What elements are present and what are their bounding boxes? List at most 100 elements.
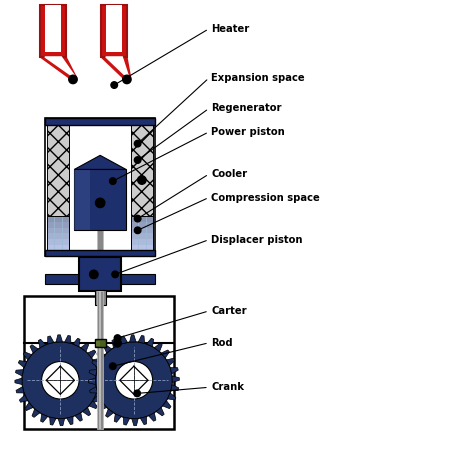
Polygon shape (123, 417, 129, 425)
Text: Displacer piston: Displacer piston (211, 235, 303, 245)
Bar (47, 233, 69, 239)
Bar (47, 222, 69, 227)
Bar (97, 230, 103, 260)
Polygon shape (149, 413, 156, 421)
Bar (131, 216, 153, 222)
Polygon shape (64, 336, 71, 344)
Circle shape (112, 271, 118, 278)
Bar (74, 169, 90, 230)
Text: Power piston: Power piston (211, 127, 285, 137)
Bar (47, 251, 69, 256)
Polygon shape (97, 352, 105, 360)
Polygon shape (19, 395, 28, 402)
Text: Carter: Carter (211, 306, 247, 316)
Polygon shape (16, 369, 23, 376)
Bar (94, 290, 106, 306)
Polygon shape (23, 352, 32, 360)
Bar (121, 274, 155, 284)
Bar (24, 296, 174, 430)
Polygon shape (138, 336, 145, 344)
Polygon shape (81, 343, 89, 352)
Circle shape (115, 361, 153, 399)
Bar (131, 251, 153, 256)
Polygon shape (90, 387, 98, 393)
Polygon shape (89, 369, 97, 376)
Circle shape (134, 141, 141, 147)
Bar (45, 274, 79, 284)
Bar (101, 5, 127, 57)
Bar (131, 227, 153, 233)
Polygon shape (172, 376, 179, 383)
Bar (97, 291, 103, 430)
Polygon shape (99, 402, 107, 411)
Polygon shape (112, 339, 119, 348)
Polygon shape (155, 343, 162, 352)
Bar (131, 245, 153, 251)
Polygon shape (97, 368, 105, 374)
Polygon shape (163, 401, 171, 408)
Bar (131, 239, 153, 245)
Bar (131, 222, 153, 227)
Polygon shape (50, 417, 56, 425)
Polygon shape (25, 402, 33, 411)
Polygon shape (146, 338, 154, 347)
Polygon shape (30, 345, 38, 353)
Bar (131, 125, 153, 216)
Text: Cooler: Cooler (211, 169, 247, 179)
Bar (47, 245, 69, 251)
Bar (99, 291, 101, 430)
Circle shape (69, 75, 77, 84)
Polygon shape (45, 57, 74, 76)
Circle shape (134, 227, 141, 234)
Bar (47, 239, 69, 245)
Polygon shape (56, 335, 63, 342)
Polygon shape (16, 387, 24, 393)
Polygon shape (89, 401, 97, 408)
Circle shape (114, 335, 121, 341)
Bar (47, 227, 69, 233)
Polygon shape (89, 378, 96, 384)
Polygon shape (104, 345, 112, 353)
Circle shape (134, 157, 141, 163)
Circle shape (114, 339, 121, 347)
Polygon shape (73, 338, 80, 347)
Bar (40, 5, 66, 57)
Bar (45, 5, 61, 52)
Text: Heater: Heater (211, 24, 249, 34)
Circle shape (123, 75, 131, 84)
Bar (94, 339, 106, 347)
Bar (47, 216, 69, 222)
Circle shape (22, 342, 99, 419)
Polygon shape (99, 376, 106, 383)
Polygon shape (93, 395, 101, 402)
Polygon shape (32, 409, 40, 417)
Circle shape (137, 176, 146, 184)
Polygon shape (41, 414, 48, 422)
Polygon shape (106, 409, 113, 417)
Bar (45, 118, 155, 256)
Circle shape (111, 82, 118, 88)
Polygon shape (40, 57, 77, 78)
Polygon shape (114, 414, 121, 422)
Polygon shape (101, 57, 131, 78)
Polygon shape (156, 407, 164, 416)
Bar (131, 233, 153, 239)
Bar (47, 125, 69, 216)
Text: Regenerator: Regenerator (211, 103, 282, 113)
Polygon shape (38, 339, 46, 348)
Bar (131, 216, 153, 256)
Circle shape (42, 361, 79, 399)
Polygon shape (74, 156, 126, 169)
Polygon shape (97, 384, 105, 391)
Circle shape (109, 363, 116, 369)
Text: Rod: Rod (211, 338, 233, 348)
Polygon shape (92, 360, 100, 368)
Polygon shape (18, 360, 27, 368)
Polygon shape (106, 57, 128, 76)
Circle shape (134, 390, 140, 397)
Circle shape (109, 178, 116, 184)
Bar (47, 216, 69, 256)
Polygon shape (75, 413, 82, 421)
Bar (45, 118, 155, 125)
Circle shape (95, 198, 105, 208)
